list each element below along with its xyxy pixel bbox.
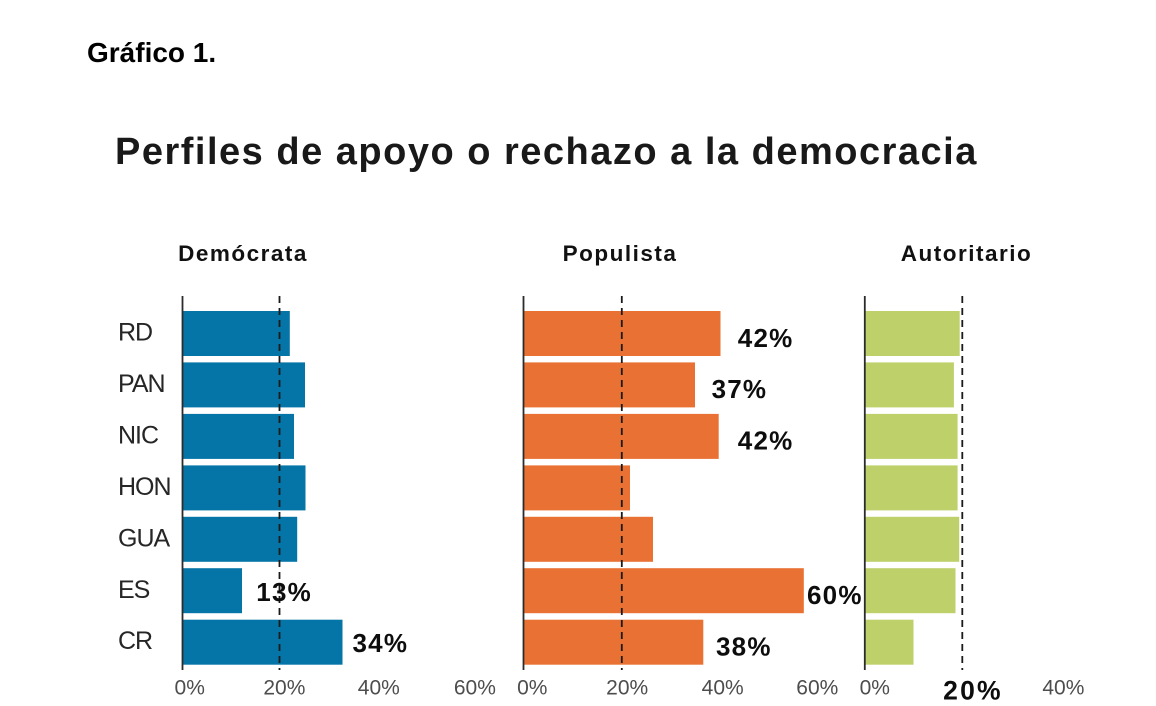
svg-text:20%: 20% — [606, 677, 648, 700]
svg-text:RD: RD — [118, 319, 152, 347]
svg-text:34%: 34% — [353, 628, 409, 658]
svg-text:20%: 20% — [263, 677, 305, 700]
svg-text:42%: 42% — [738, 323, 794, 353]
svg-text:60%: 60% — [454, 677, 496, 700]
svg-text:40%: 40% — [1042, 677, 1084, 700]
svg-text:20%: 20% — [943, 675, 1003, 705]
svg-text:38%: 38% — [716, 632, 772, 662]
svg-text:ES: ES — [118, 576, 150, 604]
svg-text:0%: 0% — [860, 677, 890, 700]
svg-text:Autoritario: Autoritario — [901, 241, 1033, 266]
svg-text:Demócrata: Demócrata — [178, 241, 308, 266]
svg-text:GUA: GUA — [118, 524, 171, 552]
svg-text:40%: 40% — [702, 677, 744, 700]
svg-text:13%: 13% — [256, 577, 312, 607]
svg-text:NIC: NIC — [118, 421, 159, 449]
svg-text:0%: 0% — [175, 677, 205, 700]
svg-text:0%: 0% — [517, 677, 547, 700]
svg-text:42%: 42% — [738, 426, 794, 456]
svg-text:60%: 60% — [807, 580, 863, 610]
svg-text:40%: 40% — [358, 677, 400, 700]
svg-text:Populista: Populista — [563, 241, 678, 266]
svg-text:60%: 60% — [796, 677, 838, 700]
svg-text:PAN: PAN — [118, 370, 165, 398]
svg-text:CR: CR — [118, 627, 152, 655]
svg-text:37%: 37% — [712, 374, 768, 404]
svg-text:HON: HON — [118, 473, 171, 501]
